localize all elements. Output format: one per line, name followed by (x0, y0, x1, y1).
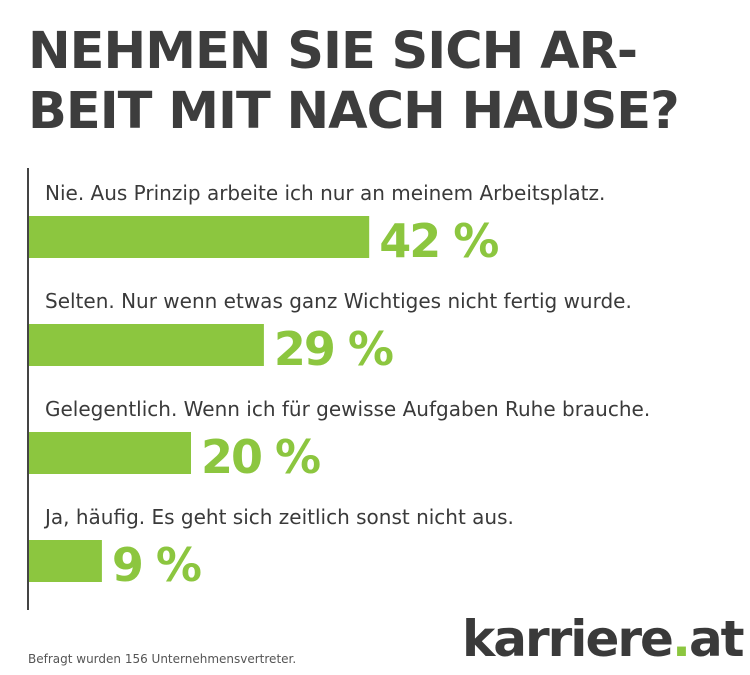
title-line-1: NEHMEN SIE SICH AR- (28, 22, 638, 81)
axis-line (27, 168, 29, 610)
title-line-2: BEIT MIT NACH HAUSE? (28, 82, 680, 141)
value-label: 20 % (201, 430, 320, 484)
logo-dot: . (671, 610, 691, 668)
bar (29, 324, 264, 366)
logo-suffix: at (688, 610, 745, 668)
category-label: Nie. Aus Prinzip arbeite ich nur an mein… (45, 181, 605, 205)
value-label: 29 % (274, 322, 393, 376)
bar (29, 216, 370, 258)
category-label: Ja, häufig. Es geht sich zeitlich sonst … (43, 505, 514, 529)
category-label: Gelegentlich. Wenn ich für gewisse Aufga… (45, 397, 650, 421)
karriere-logo: karriere.at (462, 610, 745, 668)
logo-brand: karriere (462, 610, 674, 668)
value-label: 9 % (112, 538, 201, 592)
bar (29, 432, 191, 474)
category-label: Selten. Nur wenn etwas ganz Wichtiges ni… (45, 289, 632, 313)
footnote: Befragt wurden 156 Unternehmensvertreter… (28, 652, 297, 666)
chart-title: NEHMEN SIE SICH AR- BEIT MIT NACH HAUSE? (28, 22, 728, 142)
value-label: 42 % (379, 214, 498, 268)
bar (29, 540, 102, 582)
